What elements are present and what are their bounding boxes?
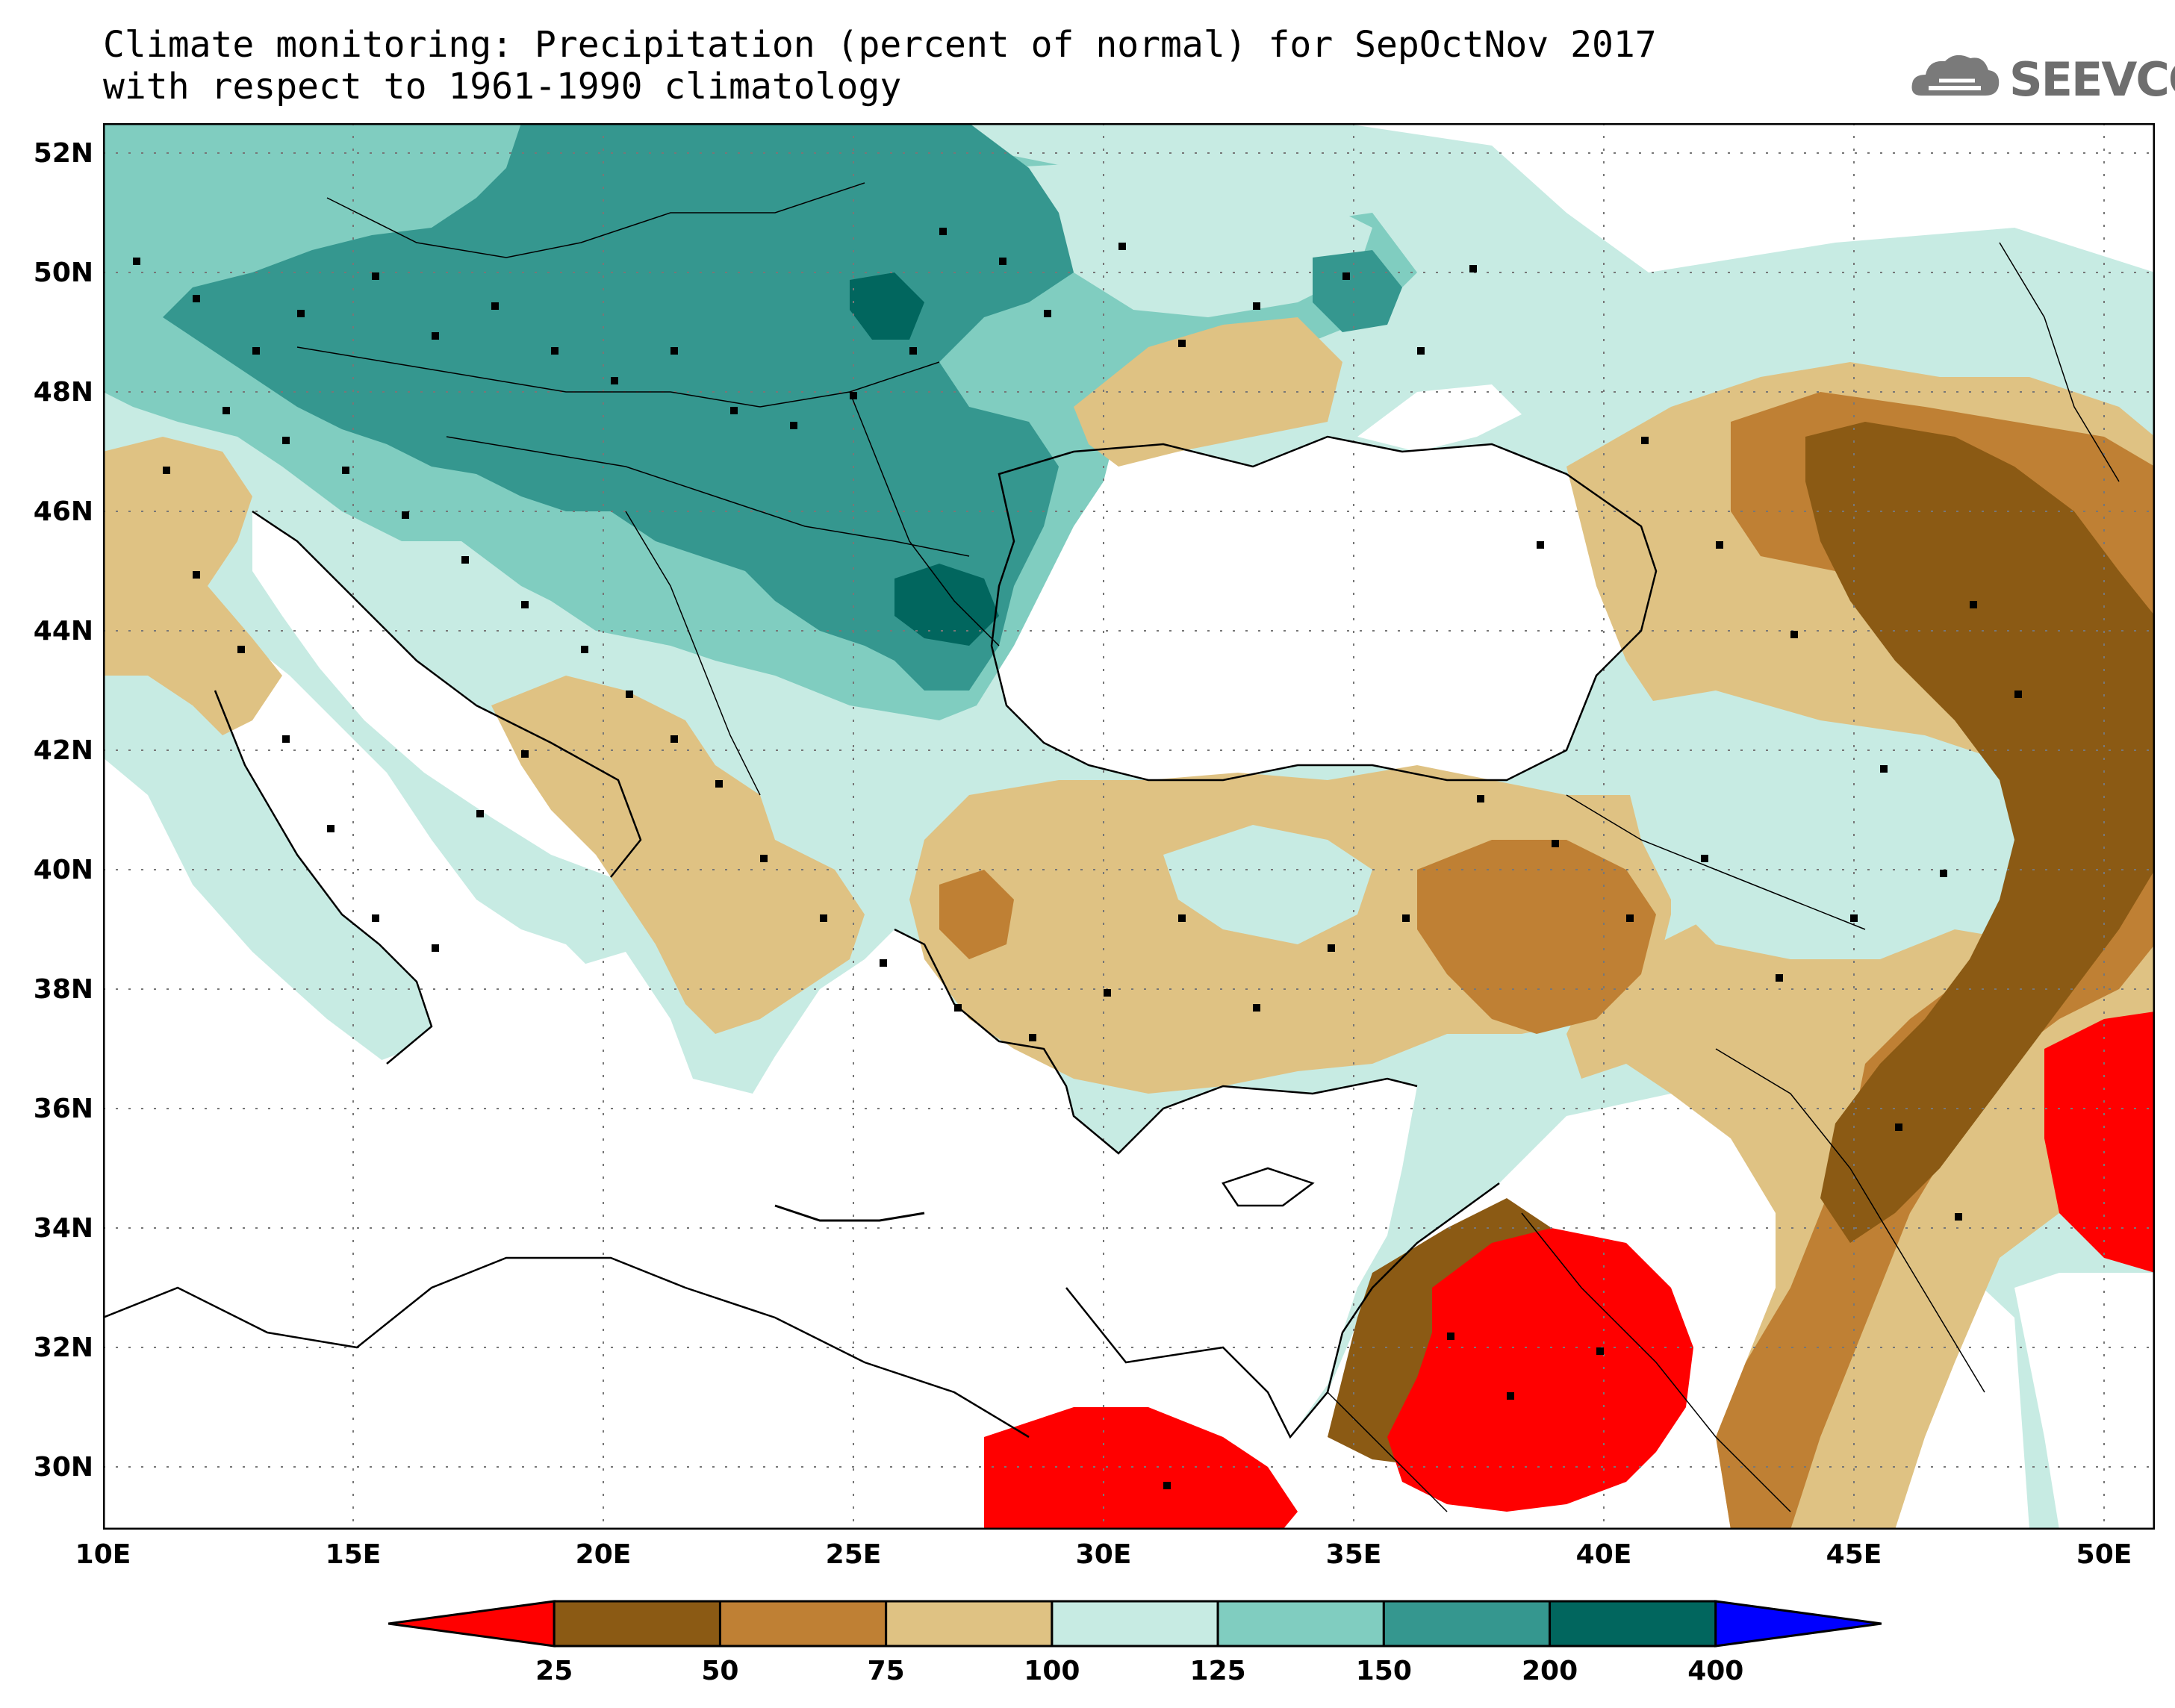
lon-label-50e: 50E bbox=[2076, 1539, 2132, 1570]
lat-label-42n: 42N bbox=[33, 735, 93, 766]
map-title-line1: Climate monitoring: Precipitation (perce… bbox=[103, 24, 1657, 66]
lat-label-48n: 48N bbox=[33, 377, 93, 408]
colorbar-bin-<25 bbox=[388, 1600, 556, 1648]
colorbar-tick-label: 200 bbox=[1521, 1656, 1578, 1686]
lat-label-30n: 30N bbox=[33, 1452, 93, 1483]
red-region-iraq bbox=[2044, 1012, 2155, 1273]
colorbar-tick-label: 100 bbox=[1024, 1656, 1080, 1686]
precipitation-map bbox=[103, 123, 2155, 1530]
lon-label-15e: 15E bbox=[325, 1539, 382, 1570]
colorbar-tick-label: 50 bbox=[701, 1656, 739, 1686]
pale-region-turkey bbox=[1163, 825, 1372, 944]
east-nodata bbox=[2014, 1273, 2155, 1530]
black-sea bbox=[992, 437, 1656, 780]
station-markers bbox=[133, 228, 2022, 1489]
brown-region-turkey bbox=[1417, 840, 1656, 1034]
cloud-icon bbox=[1911, 54, 2000, 96]
north-africa-nodata bbox=[103, 1258, 1059, 1530]
country-borders bbox=[296, 182, 2120, 1512]
red-region-levant bbox=[1387, 1228, 1693, 1512]
colorbar-bin-75-100 bbox=[885, 1600, 1054, 1648]
lat-label-38n: 38N bbox=[33, 974, 93, 1005]
lon-label-20e: 20E bbox=[575, 1539, 632, 1570]
lon-label-45e: 45E bbox=[1826, 1539, 1882, 1570]
colorbar-bin-125-150 bbox=[1216, 1600, 1385, 1648]
red-region-egypt bbox=[984, 1407, 1298, 1530]
sea-of-azov bbox=[1357, 384, 1522, 452]
lat-label-40n: 40N bbox=[33, 855, 93, 885]
darkest-teal-spot-3 bbox=[1313, 250, 1402, 332]
map-border bbox=[103, 123, 2155, 1530]
lat-label-44n: 44N bbox=[33, 616, 93, 646]
seevccc-logo: SEEVCCC bbox=[1906, 45, 2175, 112]
colorbar-legend bbox=[388, 1600, 1882, 1648]
lon-label-40e: 40E bbox=[1575, 1539, 1632, 1570]
map-canvas bbox=[103, 123, 2155, 1530]
darkest-teal-spot-1 bbox=[850, 272, 924, 340]
darkest-teal-spot-2 bbox=[894, 564, 999, 646]
tan-region-italy bbox=[103, 437, 282, 735]
brown-spot-turkey bbox=[939, 870, 1014, 959]
lat-label-52n: 52N bbox=[33, 138, 93, 169]
lon-label-30e: 30E bbox=[1075, 1539, 1132, 1570]
colorbar-bin-150-200 bbox=[1382, 1600, 1552, 1648]
colorbar-bin-50-75 bbox=[718, 1600, 888, 1648]
colorbar-tick-label: 125 bbox=[1189, 1656, 1246, 1686]
colorbar-tick-label: 75 bbox=[867, 1656, 905, 1686]
colorbar-bin->400 bbox=[1714, 1600, 1882, 1648]
pale-region-north bbox=[999, 160, 1372, 317]
colorbar-tick-label: 25 bbox=[535, 1656, 573, 1686]
dark-brown-region-east bbox=[1805, 422, 2155, 1243]
colorbar-bin-25-50 bbox=[553, 1600, 721, 1648]
lat-label-34n: 34N bbox=[33, 1213, 93, 1244]
lon-label-10e: 10E bbox=[75, 1539, 131, 1570]
lat-label-36n: 36N bbox=[33, 1094, 93, 1124]
dark-teal-region bbox=[163, 123, 1074, 691]
colorbar-tick-label: 400 bbox=[1687, 1656, 1744, 1686]
lat-label-32n: 32N bbox=[33, 1333, 93, 1363]
logo-text: SEEVCCC bbox=[2009, 52, 2175, 107]
colorbar-tick-label: 150 bbox=[1355, 1656, 1412, 1686]
lat-label-50n: 50N bbox=[33, 258, 93, 288]
lat-label-46n: 46N bbox=[33, 496, 93, 527]
colorbar-bin-100-125 bbox=[1051, 1600, 1219, 1648]
lon-label-25e: 25E bbox=[825, 1539, 882, 1570]
colorbar-bin-200-400 bbox=[1549, 1600, 1717, 1648]
tan-region-balkan bbox=[491, 676, 865, 1034]
lon-label-35e: 35E bbox=[1325, 1539, 1382, 1570]
coastlines bbox=[103, 435, 1658, 1439]
map-title-line2: with respect to 1961-1990 climatology bbox=[103, 66, 902, 107]
